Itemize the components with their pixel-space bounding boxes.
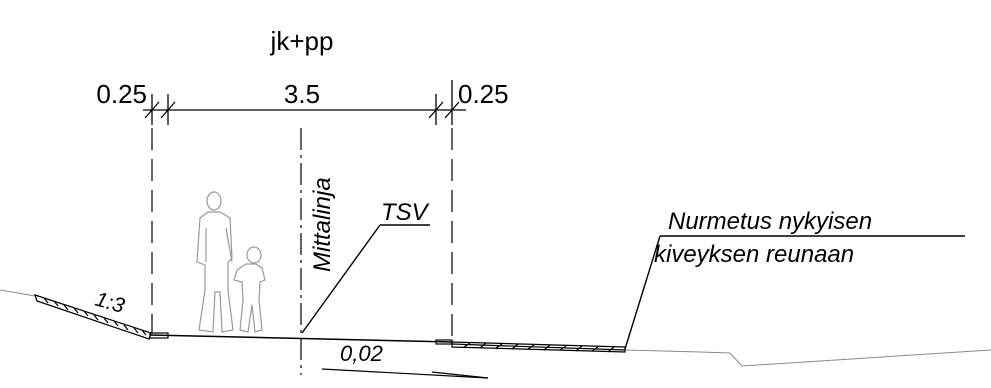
note-line-1: Nurmetus nykyisen (668, 208, 872, 235)
dim-left-shoulder: 0.25 (96, 79, 147, 109)
left-slope-hatch (34, 294, 152, 340)
extension-lines (151, 128, 453, 340)
dim-path-width: 3.5 (284, 79, 320, 109)
ground-profile (0, 289, 991, 367)
right-pavement-hatch (435, 339, 626, 353)
section-title: jk+pp (270, 26, 334, 56)
left-edge-strip (149, 332, 169, 339)
pedestrian-child-icon (233, 246, 266, 333)
tsv-leader (301, 224, 430, 334)
measure-line-label: Mittalinja (309, 177, 336, 272)
dimension-line (143, 80, 466, 125)
dim-right-shoulder: 0.25 (458, 79, 509, 109)
tsv-label: TSV (381, 199, 430, 226)
pedestrian-adult-icon (196, 191, 234, 333)
note-leader (624, 235, 965, 350)
cross-slope-arrow (321, 368, 489, 379)
note-line-2: kiveyksen reunaan (654, 241, 854, 268)
cross-slope-label: 0,02 (340, 341, 383, 366)
slope-ratio-label: 1:3 (93, 288, 128, 318)
